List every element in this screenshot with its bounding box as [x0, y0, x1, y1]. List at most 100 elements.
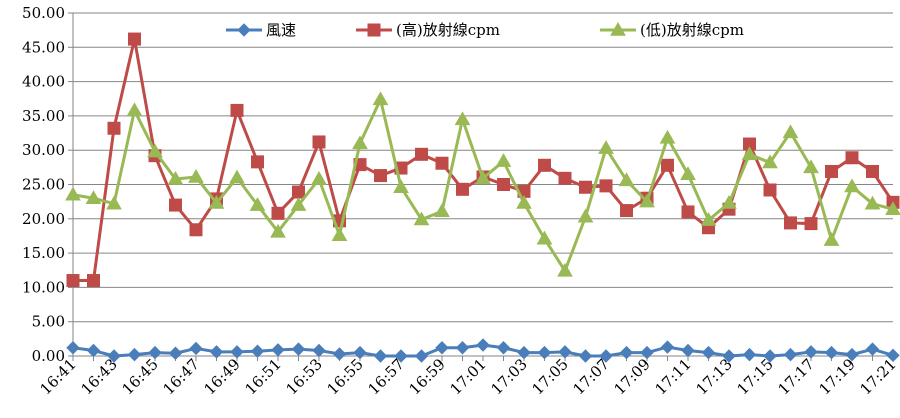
data-point: [598, 140, 614, 154]
data-point: [415, 147, 428, 161]
legend: 風速 (高)放射線cpm (低)放射線cpm: [226, 21, 744, 39]
legend-label: (高)放射線cpm: [396, 21, 500, 39]
data-point: [107, 121, 121, 135]
y-tick-label: 40.00: [22, 73, 65, 91]
legend-item: 風速: [226, 21, 296, 39]
legend-label: 風速: [266, 21, 296, 39]
data-point: [455, 341, 470, 355]
data-point: [578, 349, 593, 363]
data-point: [169, 198, 182, 212]
data-point: [86, 343, 101, 358]
x-tick-label: 17:03: [488, 355, 531, 398]
data-point: [496, 341, 511, 355]
data-point: [435, 156, 449, 170]
legend-marker: [237, 23, 251, 37]
data-point: [537, 345, 552, 360]
y-tick-label: 30.00: [22, 141, 65, 159]
data-point: [312, 343, 326, 358]
data-point: [209, 345, 224, 359]
data-point: [660, 340, 675, 354]
legend-marker: [367, 23, 381, 37]
data-point: [701, 345, 716, 360]
data-point: [538, 158, 551, 172]
data-point: [784, 216, 797, 230]
data-point: [353, 345, 367, 360]
data-point: [536, 230, 553, 245]
data-point: [681, 343, 695, 358]
x-tick-label: 16:53: [283, 355, 326, 398]
data-point: [659, 129, 676, 144]
data-point: [66, 341, 80, 355]
data-point: [700, 212, 717, 226]
data-point: [147, 143, 163, 158]
data-point: [208, 195, 225, 209]
data-point: [844, 178, 860, 193]
data-point: [374, 169, 387, 183]
data-point: [66, 274, 80, 288]
data-point: [763, 183, 777, 197]
legend-item: (低)放射線cpm: [600, 21, 744, 39]
data-point: [189, 223, 203, 237]
data-point: [640, 345, 654, 360]
data-point: [229, 169, 245, 184]
data-point: [126, 102, 143, 117]
data-point: [352, 135, 368, 150]
data-point: [394, 349, 408, 363]
y-tick-label: 20.00: [22, 210, 65, 228]
data-point: [845, 151, 859, 165]
data-point: [291, 342, 306, 356]
data-point: [639, 193, 655, 208]
data-point: [865, 342, 880, 356]
data-point: [456, 182, 469, 196]
data-point: [620, 204, 633, 218]
data-point: [619, 345, 634, 360]
data-point: [804, 217, 818, 231]
series-layer: [65, 32, 900, 363]
series-2: [66, 32, 900, 288]
data-point: [189, 341, 203, 356]
y-tick-label: 45.00: [22, 38, 65, 56]
data-point: [127, 347, 142, 362]
data-point: [661, 158, 674, 172]
data-point: [373, 349, 388, 363]
data-point: [413, 211, 430, 226]
x-tick-label: 16:51: [242, 355, 285, 398]
data-point: [517, 345, 531, 360]
data-point: [270, 223, 286, 238]
y-tick-label: 25.00: [22, 176, 65, 194]
data-point: [106, 195, 122, 210]
x-tick-label: 16:59: [406, 355, 449, 398]
data-point: [845, 347, 859, 362]
data-point: [168, 346, 183, 360]
x-tick-label: 16:55: [324, 355, 367, 398]
data-point: [557, 262, 573, 277]
data-point: [577, 208, 594, 223]
x-tick-label: 17:17: [775, 355, 818, 398]
legend-item: (高)放射線cpm: [356, 21, 500, 39]
x-tick-label: 17:01: [447, 355, 490, 398]
data-point: [599, 179, 613, 193]
data-point: [722, 349, 736, 363]
y-tick-label: 15.00: [22, 244, 65, 262]
data-point: [331, 227, 348, 242]
data-point: [271, 206, 285, 220]
data-point: [292, 185, 305, 199]
data-point: [864, 195, 881, 210]
data-point: [721, 195, 737, 209]
data-point: [516, 195, 532, 209]
x-tick-label: 17:05: [529, 355, 572, 398]
data-point: [742, 347, 757, 362]
y-tick-label: 5.00: [32, 313, 65, 331]
data-point: [866, 164, 879, 178]
data-point: [188, 168, 204, 183]
data-point: [825, 164, 838, 178]
data-point: [558, 171, 572, 185]
data-point: [87, 274, 100, 288]
data-point: [251, 155, 264, 169]
data-point: [618, 172, 635, 187]
data-point: [579, 180, 592, 194]
data-point: [372, 91, 389, 106]
data-point: [475, 170, 491, 185]
gridlines: [73, 12, 893, 357]
